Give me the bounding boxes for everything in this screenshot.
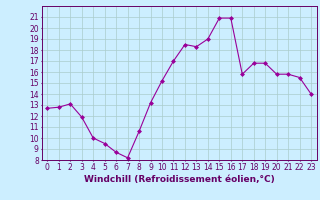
X-axis label: Windchill (Refroidissement éolien,°C): Windchill (Refroidissement éolien,°C)	[84, 175, 275, 184]
